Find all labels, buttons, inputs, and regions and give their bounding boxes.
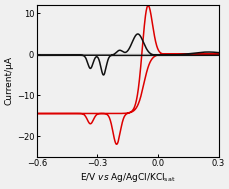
X-axis label: E/V $\it{vs}$ Ag/AgCl/KCl$_{\rm sat}$: E/V $\it{vs}$ Ag/AgCl/KCl$_{\rm sat}$ [80,171,175,184]
Y-axis label: Current/μA: Current/μA [5,56,14,105]
